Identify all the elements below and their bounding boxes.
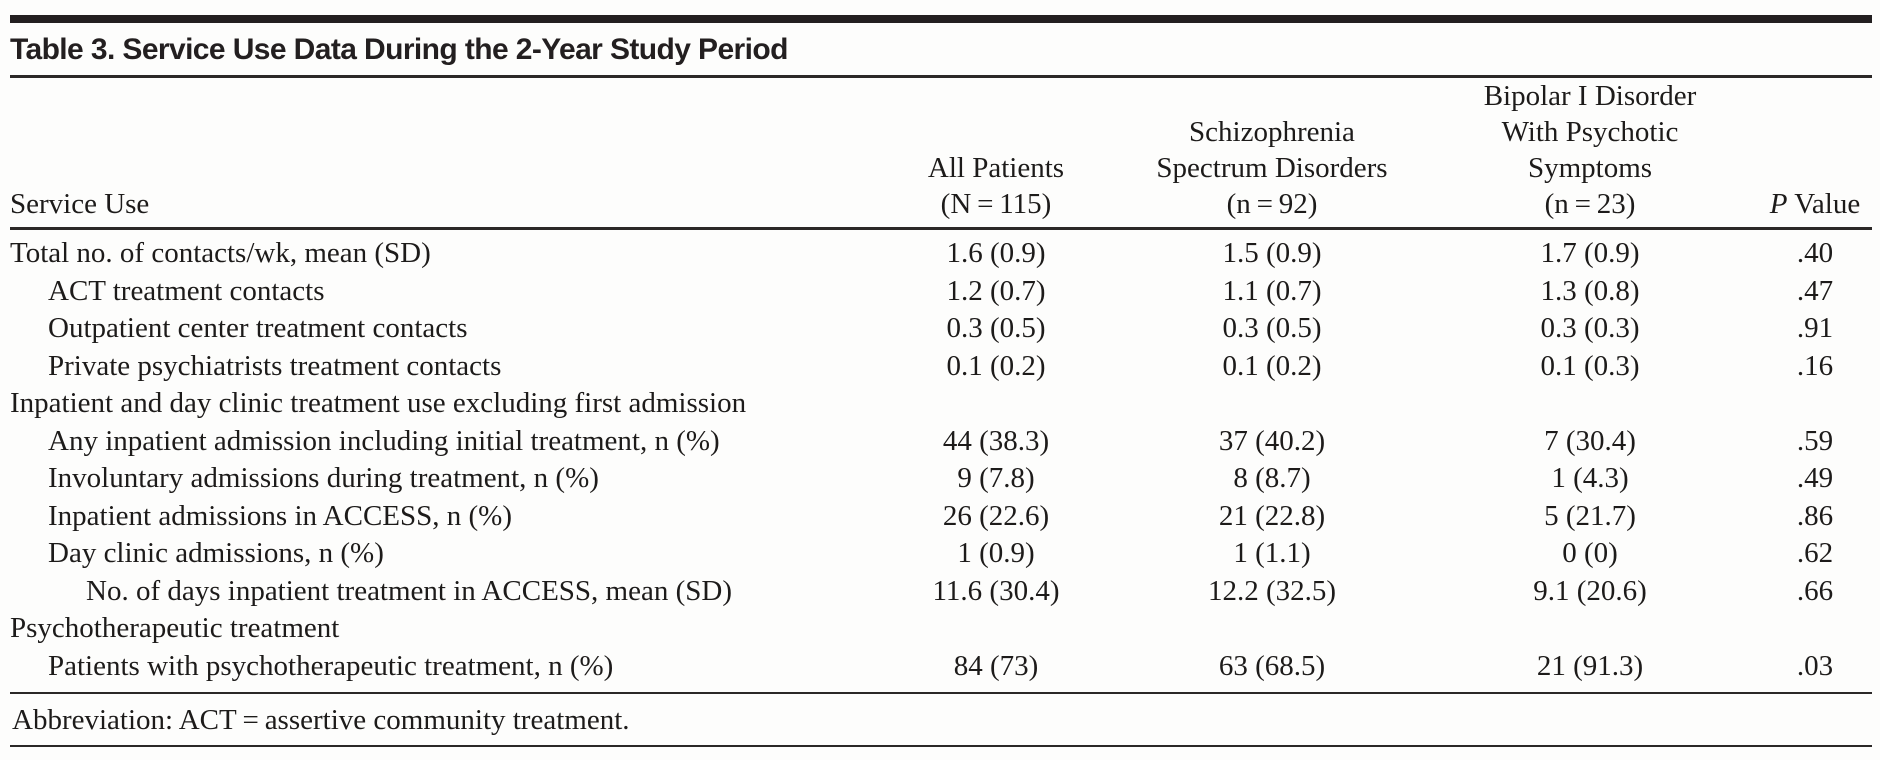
- value-cell: 1.5 (0.9): [1222, 237, 1322, 269]
- table-row: Private psychiatrists treatment contacts…: [10, 348, 1872, 386]
- row-label: Inpatient admissions in ACCESS, n (%): [48, 499, 512, 532]
- value-cell: [1122, 385, 1422, 423]
- header-line: (n = 92): [1226, 188, 1318, 220]
- value-cell: 0.1 (0.2): [1222, 349, 1322, 382]
- value-cell: [870, 610, 1122, 648]
- row-label: Day clinic admissions, n (%): [48, 537, 384, 569]
- value-cell: 1 (0.9): [957, 537, 1035, 569]
- p-value-italic: P: [1769, 188, 1788, 220]
- table-top-rule: [10, 15, 1872, 23]
- p-value-cell: .62: [1796, 537, 1834, 569]
- p-value-cell: .16: [1796, 349, 1834, 382]
- value-cell: 12.2 (32.5): [1207, 574, 1337, 607]
- table-row: Involuntary admissions during treatment,…: [10, 460, 1872, 498]
- value-cell: 7 (30.4): [1544, 424, 1636, 457]
- p-value-cell: [1758, 610, 1872, 648]
- table-row: Inpatient admissions in ACCESS, n (%) 26…: [10, 498, 1872, 536]
- value-cell: 1.2 (0.7): [946, 274, 1046, 307]
- table-row: Outpatient center treatment contacts 0.3…: [10, 310, 1872, 348]
- row-label: No. of days inpatient treatment in ACCES…: [86, 574, 732, 607]
- abbreviation-note: Abbreviation: ACT = assertive community …: [10, 694, 1872, 747]
- value-cell: 0.3 (0.3): [1540, 312, 1640, 344]
- value-cell: 9 (7.8): [957, 462, 1035, 494]
- value-cell: 8 (8.7): [1233, 462, 1311, 494]
- value-cell: 63 (68.5): [1218, 649, 1326, 682]
- table-header: Service Use All Patients (N = 115) Schizo…: [10, 78, 1872, 230]
- table-row: Total no. of contacts/wk, mean (SD) 1.6 …: [10, 229, 1872, 273]
- section-label: Inpatient and day clinic treatment use e…: [10, 387, 747, 419]
- row-label: Total no. of contacts/wk, mean (SD): [10, 237, 431, 269]
- table-row: Patients with psychotherapeutic treatmen…: [10, 648, 1872, 694]
- column-header-bipolar: Bipolar I Disorder With Psychotic Symptoms…: [1422, 78, 1758, 230]
- value-cell: 0.3 (0.5): [946, 312, 1046, 344]
- table-row: Day clinic admissions, n (%) 1 (0.9) 1 (…: [10, 535, 1872, 573]
- row-label: Outpatient center treatment contacts: [48, 312, 468, 344]
- section-header-row: Psychotherapeutic treatment: [10, 610, 1872, 648]
- header-line: With Psychotic: [1501, 116, 1679, 148]
- value-cell: 1.6 (0.9): [946, 237, 1046, 269]
- column-header-p-value: P Value: [1758, 78, 1872, 230]
- value-cell: 26 (22.6): [942, 499, 1050, 532]
- column-header-all-patients: All Patients (N = 115): [870, 78, 1122, 230]
- header-row: Service Use All Patients (N = 115) Schizo…: [10, 78, 1872, 230]
- column-header-schizophrenia: Schizophrenia Spectrum Disorders (n = 92): [1122, 78, 1422, 230]
- value-cell: 1.3 (0.8): [1540, 274, 1640, 307]
- section-header-row: Inpatient and day clinic treatment use e…: [10, 385, 1872, 423]
- value-cell: 1.1 (0.7): [1222, 274, 1322, 307]
- p-value-cell: .49: [1796, 462, 1834, 494]
- value-cell: 44 (38.3): [942, 424, 1050, 457]
- header-line: Schizophrenia: [1189, 116, 1355, 148]
- value-cell: 0 (0): [1562, 537, 1618, 569]
- table-body: Total no. of contacts/wk, mean (SD) 1.6 …: [10, 229, 1872, 694]
- p-value-cell: .59: [1796, 424, 1834, 457]
- value-cell: [1422, 610, 1758, 648]
- row-label: ACT treatment contacts: [48, 274, 325, 307]
- value-cell: 1 (1.1): [1233, 537, 1311, 569]
- p-value-cell: [1758, 385, 1872, 423]
- row-label: Private psychiatrists treatment contacts: [48, 349, 502, 382]
- value-cell: 21 (22.8): [1218, 499, 1326, 532]
- service-use-table: Service Use All Patients (N = 115) Schizo…: [10, 78, 1872, 694]
- table-row: No. of days inpatient treatment in ACCES…: [10, 573, 1872, 611]
- p-value-cell: .47: [1796, 274, 1834, 307]
- value-cell: 9.1 (20.6): [1533, 574, 1647, 607]
- value-cell: [870, 385, 1122, 423]
- value-cell: 21 (91.3): [1536, 649, 1644, 682]
- header-line: Symptoms: [1527, 152, 1653, 184]
- table-row: ACT treatment contacts 1.2 (0.7) 1.1 (0.…: [10, 273, 1872, 311]
- p-value-rest: Value: [1787, 188, 1861, 220]
- value-cell: 1.7 (0.9): [1540, 237, 1640, 269]
- value-cell: 11.6 (30.4): [932, 574, 1060, 607]
- header-line: Service Use: [10, 188, 150, 220]
- column-header-service-use: Service Use: [10, 78, 870, 230]
- header-line: Spectrum Disorders: [1156, 152, 1388, 184]
- value-cell: [1122, 610, 1422, 648]
- value-cell: 5 (21.7): [1544, 499, 1636, 532]
- value-cell: [1422, 385, 1758, 423]
- table-row: Any inpatient admission including initia…: [10, 423, 1872, 461]
- value-cell: 37 (40.2): [1218, 424, 1326, 457]
- value-cell: 0.1 (0.3): [1540, 349, 1640, 382]
- section-label: Psychotherapeutic treatment: [10, 612, 340, 644]
- table-title: Table 3. Service Use Data During the 2-Y…: [10, 23, 1872, 78]
- header-line: (n = 23): [1544, 188, 1636, 220]
- header-line: (N = 115): [940, 188, 1052, 220]
- p-value-cell: .03: [1796, 649, 1834, 682]
- p-value-cell: .86: [1796, 499, 1834, 532]
- row-label: Patients with psychotherapeutic treatmen…: [48, 649, 614, 682]
- row-label: Involuntary admissions during treatment,…: [48, 462, 599, 494]
- p-value-cell: .91: [1796, 312, 1834, 344]
- header-line: Bipolar I Disorder: [1483, 80, 1697, 112]
- header-line: All Patients: [927, 152, 1065, 184]
- value-cell: 0.1 (0.2): [946, 349, 1046, 382]
- value-cell: 1 (4.3): [1551, 462, 1629, 494]
- p-value-cell: .66: [1796, 574, 1834, 607]
- row-label: Any inpatient admission including initia…: [48, 424, 720, 457]
- value-cell: 0.3 (0.5): [1222, 312, 1322, 344]
- p-value-cell: .40: [1796, 237, 1834, 269]
- value-cell: 84 (73): [953, 649, 1039, 682]
